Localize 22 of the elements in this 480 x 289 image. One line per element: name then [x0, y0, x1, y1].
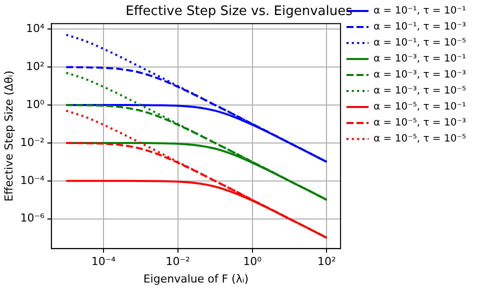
legend-label: α = 10⁻¹, τ = 10⁻¹: [374, 6, 466, 17]
legend-label: α = 10⁻³, τ = 10⁻⁵: [374, 86, 466, 97]
x-tick-label: 10⁻²: [166, 255, 190, 268]
legend-label: α = 10⁻⁵, τ = 10⁻³: [374, 118, 466, 129]
x-tick-label: 10⁰: [243, 255, 262, 268]
y-tick-label: 10⁰: [26, 98, 45, 111]
legend-label: α = 10⁻⁵, τ = 10⁻⁵: [374, 134, 466, 145]
legend-label: α = 10⁻¹, τ = 10⁻³: [374, 22, 466, 33]
legend-label: α = 10⁻⁵, τ = 10⁻¹: [374, 102, 466, 113]
y-tick-label: 10⁻⁴: [20, 174, 45, 187]
y-tick-label: 10⁴: [26, 22, 45, 35]
legend-label: α = 10⁻³, τ = 10⁻³: [374, 70, 466, 81]
x-tick-label: 10²: [318, 255, 336, 268]
y-tick-label: 10²: [26, 60, 44, 73]
y-axis-title: Effective Step Size (Δθᵢ): [2, 70, 16, 202]
legend-label: α = 10⁻³, τ = 10⁻¹: [374, 54, 466, 65]
x-axis-title: Eigenvalue of F (λᵢ): [143, 272, 249, 286]
y-tick-label: 10⁻²: [20, 136, 44, 149]
y-tick-label: 10⁻⁶: [20, 212, 45, 225]
legend-label: α = 10⁻¹, τ = 10⁻⁵: [374, 38, 466, 49]
chart-title: Effective Step Size vs. Eigenvalues: [126, 4, 353, 20]
x-tick-label: 10⁻⁴: [91, 255, 116, 268]
